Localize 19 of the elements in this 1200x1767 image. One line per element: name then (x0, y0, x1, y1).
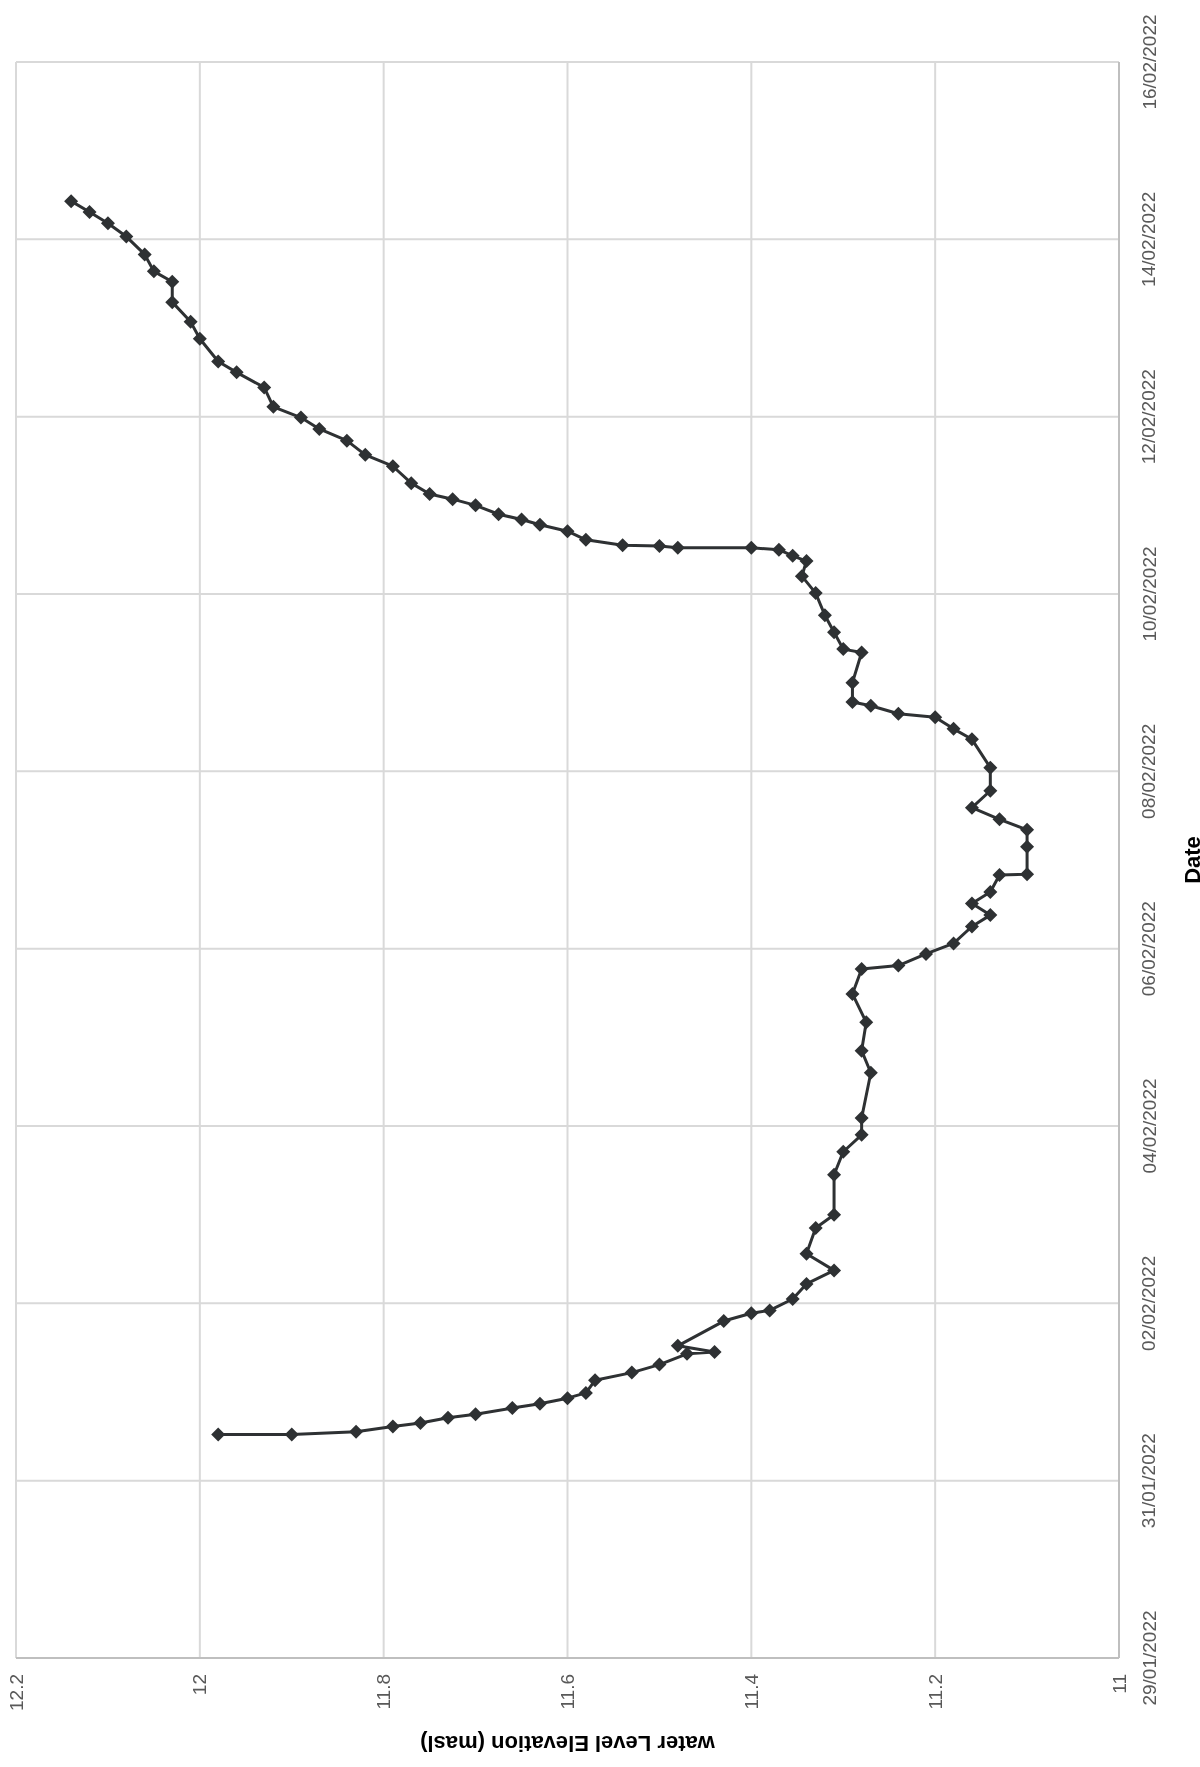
x-tick-label: 11.4 (740, 1673, 762, 1710)
y-tick-label: 08/02/2022 (1138, 723, 1160, 819)
y-tick-label: 16/02/2022 (1138, 14, 1160, 110)
y-tick-label: 02/02/2022 (1138, 1255, 1160, 1351)
x-tick-label: 11.6 (557, 1674, 578, 1710)
y-tick-label: 04/02/2022 (1138, 1078, 1160, 1174)
y-tick-label: 12/02/2022 (1138, 369, 1160, 465)
x-tick-label: 12 (189, 1674, 211, 1696)
y-tick-label: 10/02/2022 (1138, 546, 1160, 642)
y-tick-label: 06/02/2022 (1138, 901, 1160, 997)
x-tick-label: 11.8 (373, 1674, 395, 1710)
x-axis-title: water Level Elevation (masl) (420, 1730, 716, 1756)
x-tick-label: 12.2 (5, 1674, 27, 1711)
y-tick-label: 14/02/2022 (1138, 191, 1160, 287)
x-tick-label: 11 (1108, 1674, 1130, 1694)
y-axis-title: Date (1179, 836, 1200, 884)
y-tick-label: 31/01/2022 (1138, 1433, 1160, 1529)
x-tick-label: 11.2 (924, 1674, 946, 1710)
y-tick-label: 29/01/2022 (1138, 1610, 1160, 1706)
